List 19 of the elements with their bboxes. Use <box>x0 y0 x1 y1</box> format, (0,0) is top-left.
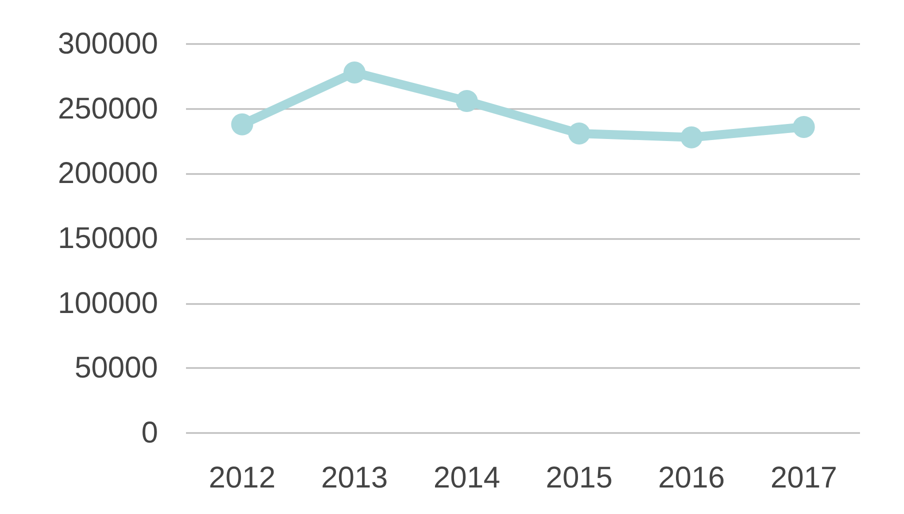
y-tick-label: 300000 <box>58 28 158 60</box>
y-tick-label: 200000 <box>58 157 158 190</box>
y-tick-label: 100000 <box>58 286 158 320</box>
x-tick-label: 2015 <box>546 462 613 494</box>
y-tick-label: 50000 <box>74 352 158 385</box>
x-tick-label: 2013 <box>321 462 388 494</box>
y-tick-label: 250000 <box>58 92 158 126</box>
x-tick-label: 2017 <box>770 462 838 494</box>
x-tick-label: 2016 <box>658 462 725 494</box>
point <box>568 122 590 144</box>
point <box>680 126 702 148</box>
y-tick-label: 0 <box>141 416 158 450</box>
point <box>344 62 366 84</box>
y-tick-label: 150000 <box>58 222 158 255</box>
point <box>456 90 478 112</box>
point <box>231 113 254 136</box>
x-tick-label: 2012 <box>208 462 276 494</box>
point <box>792 116 815 138</box>
x-tick-label: 2014 <box>433 462 500 494</box>
